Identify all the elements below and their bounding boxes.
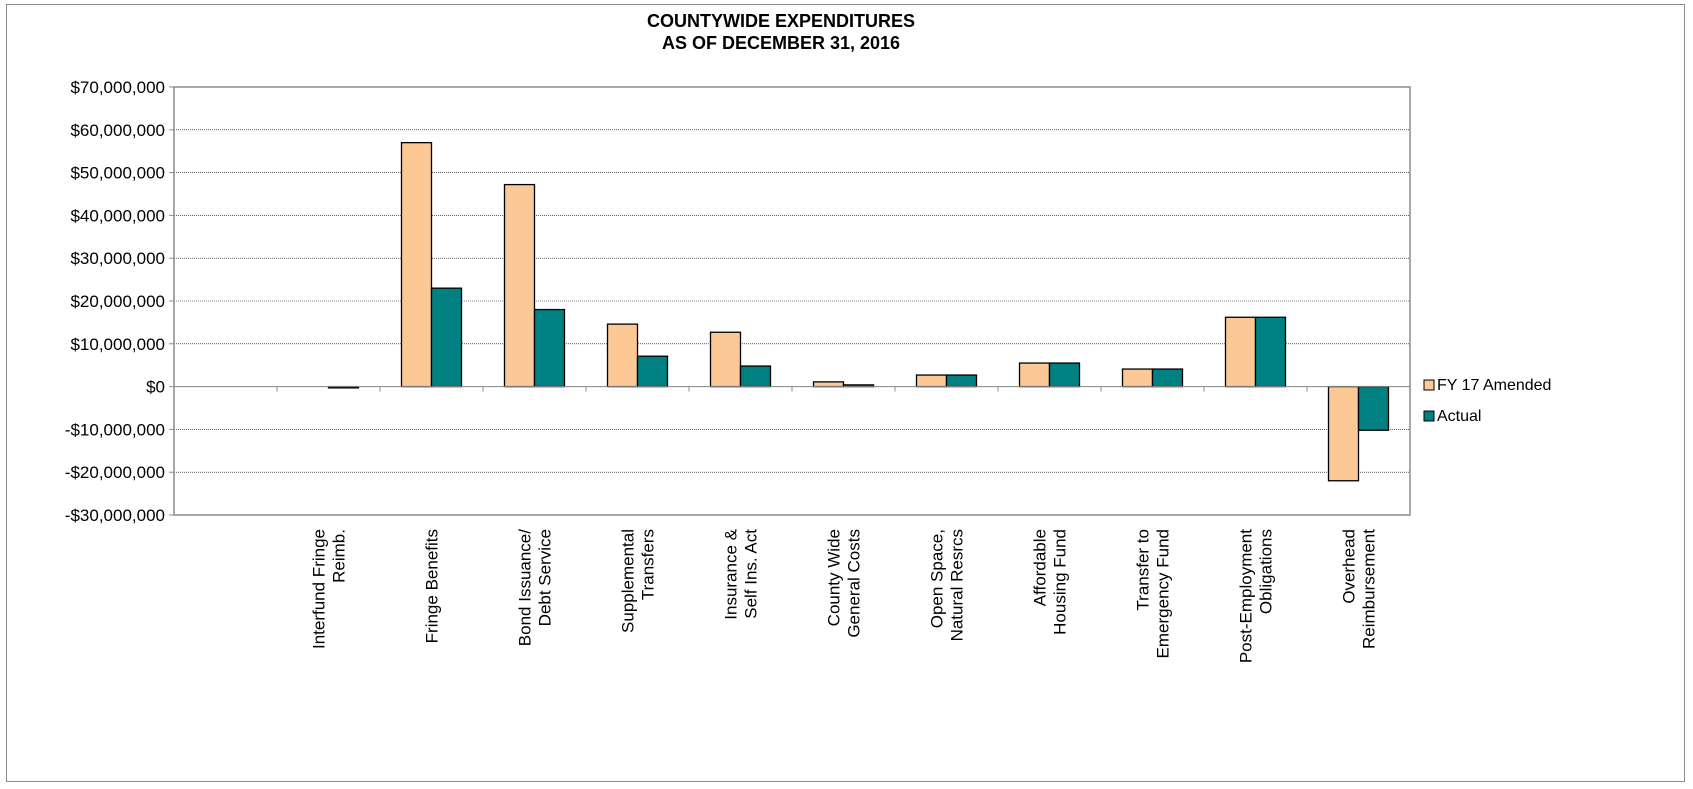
category-label: Natural Resrcs: [948, 529, 967, 641]
legend: FY 17 Amended Actual: [1423, 377, 1551, 425]
bar: [430, 287, 463, 388]
chart-title-line-2: AS OF DECEMBER 31, 2016: [662, 33, 900, 53]
category-label: Housing Fund: [1051, 529, 1070, 635]
category-label: Fringe Benefits: [423, 529, 442, 643]
category-label: Emergency Fund: [1154, 529, 1173, 658]
bar: [1224, 316, 1257, 388]
category-label: Obligations: [1257, 529, 1276, 614]
plot-area-border: [173, 86, 1411, 516]
legend-swatch: [1423, 379, 1435, 391]
category-label: Self Ins. Act: [742, 529, 761, 619]
y-tick-label: -$20,000,000: [65, 463, 165, 482]
category-label: Transfers: [639, 529, 658, 600]
bar: [400, 141, 433, 388]
category-label: County Wide: [825, 529, 844, 626]
bar: [945, 374, 978, 388]
bar: [1018, 362, 1051, 388]
category-label: Interfund Fringe: [310, 529, 329, 649]
bar: [1151, 368, 1184, 388]
y-tick-label: $10,000,000: [70, 335, 165, 354]
bar: [915, 374, 948, 388]
category-label: Insurance &: [722, 528, 741, 619]
category-label: Reimb.: [330, 529, 349, 583]
bar: [636, 355, 669, 388]
legend-swatch: [1423, 410, 1435, 422]
bar: [606, 323, 639, 388]
bar: [533, 308, 566, 388]
bar: [709, 331, 742, 388]
y-tick-label: -$10,000,000: [65, 420, 165, 439]
category-label: Overhead: [1340, 529, 1359, 604]
bar-chart: COUNTYWIDE EXPENDITURES AS OF DECEMBER 3…: [65, 11, 1552, 663]
category-label: Debt Service: [536, 529, 555, 626]
category-label: Transfer to: [1134, 529, 1153, 611]
legend-label: Actual: [1437, 408, 1481, 425]
chart-area: COUNTYWIDE EXPENDITURES AS OF DECEMBER 3…: [6, 4, 1685, 782]
gridlines: [174, 129, 1410, 473]
category-label: General Costs: [845, 529, 864, 638]
y-tick-label: $30,000,000: [70, 249, 165, 268]
y-tick-label: $70,000,000: [70, 78, 165, 97]
y-tick-label: $0: [146, 378, 165, 397]
bar: [1121, 368, 1154, 388]
bar: [1327, 385, 1360, 482]
legend-label: FY 17 Amended: [1437, 377, 1551, 394]
y-tick-label: $40,000,000: [70, 206, 165, 225]
y-axis-ticks: $70,000,000 $60,000,000 $50,000,000 $40,000…: [65, 78, 174, 525]
bar: [1357, 385, 1390, 431]
bar: [812, 381, 845, 388]
y-tick-label: $50,000,000: [70, 164, 165, 183]
chart-title-line-1: COUNTYWIDE EXPENDITURES: [647, 11, 915, 31]
bar: [1048, 362, 1081, 388]
x-axis-ticks: [173, 386, 1411, 392]
category-label: Post-Employment: [1237, 529, 1256, 663]
category-labels: Interfund Fringe Reimb. Fringe Benefits Bon…: [310, 528, 1379, 663]
y-tick-label: $20,000,000: [70, 292, 165, 311]
category-label: Reimbursement: [1360, 529, 1379, 649]
category-label: Open Space,: [928, 529, 947, 628]
bar: [739, 365, 772, 388]
y-tick-label: -$30,000,000: [65, 506, 165, 525]
bar: [1254, 316, 1287, 388]
bar: [503, 183, 536, 388]
category-label: Bond Issuance/: [516, 529, 535, 646]
category-label: Affordable: [1031, 529, 1050, 606]
category-label: Supplemental: [619, 529, 638, 633]
bars: [327, 141, 1390, 482]
y-tick-label: $60,000,000: [70, 121, 165, 140]
